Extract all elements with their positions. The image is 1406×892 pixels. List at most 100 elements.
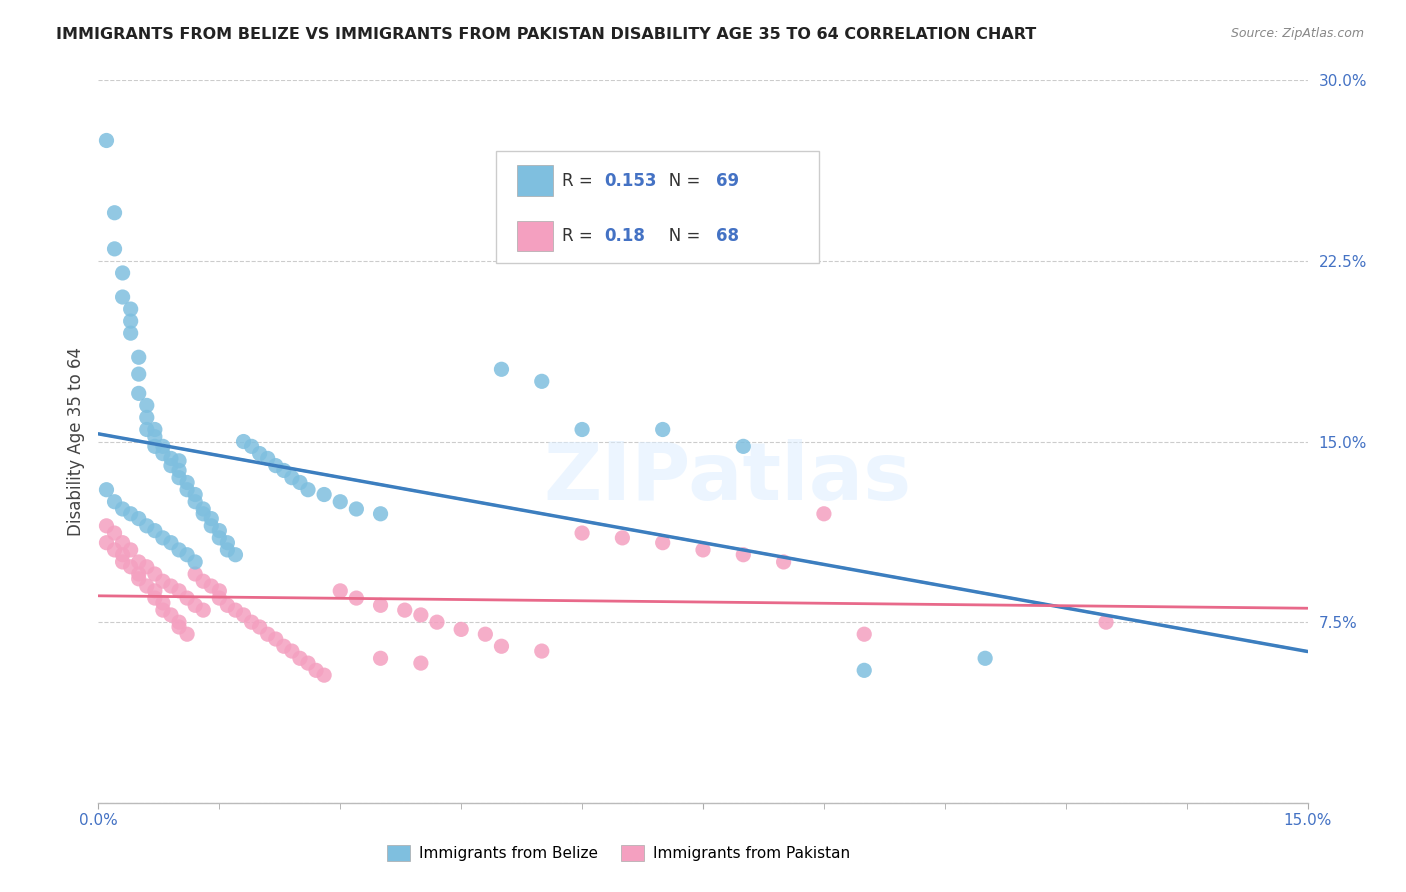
Point — [184, 494, 207, 508]
Point — [128, 567, 150, 582]
Point — [111, 266, 134, 280]
Point — [135, 518, 157, 533]
Point — [143, 567, 166, 582]
Point — [128, 555, 150, 569]
Point — [167, 454, 190, 468]
Point — [135, 579, 157, 593]
Point — [176, 591, 198, 605]
Point — [135, 559, 157, 574]
Point — [176, 483, 198, 497]
Point — [128, 367, 150, 381]
Point — [160, 458, 183, 473]
Text: IMMIGRANTS FROM BELIZE VS IMMIGRANTS FROM PAKISTAN DISABILITY AGE 35 TO 64 CORRE: IMMIGRANTS FROM BELIZE VS IMMIGRANTS FRO… — [56, 27, 1036, 42]
Point — [143, 422, 166, 436]
Point — [152, 596, 174, 610]
Text: N =: N = — [652, 227, 706, 244]
Point — [288, 651, 311, 665]
Point — [370, 651, 392, 665]
Point — [281, 644, 304, 658]
Point — [193, 574, 215, 589]
Point — [232, 434, 254, 449]
Point — [152, 531, 174, 545]
Point — [152, 574, 174, 589]
Point — [409, 656, 432, 670]
Point — [176, 627, 198, 641]
Point — [193, 507, 215, 521]
Point — [491, 639, 513, 653]
Point — [193, 502, 215, 516]
Point — [394, 603, 416, 617]
Point — [240, 439, 263, 453]
Point — [160, 451, 183, 466]
Text: R =: R = — [562, 227, 598, 244]
Point — [103, 494, 125, 508]
Point — [344, 502, 367, 516]
Point — [450, 623, 472, 637]
Point — [217, 599, 239, 613]
Point — [160, 535, 183, 549]
Point — [120, 314, 142, 328]
Text: Source: ZipAtlas.com: Source: ZipAtlas.com — [1230, 27, 1364, 40]
Point — [208, 524, 231, 538]
Point — [103, 242, 125, 256]
Legend: Immigrants from Belize, Immigrants from Pakistan: Immigrants from Belize, Immigrants from … — [381, 839, 856, 867]
Text: R =: R = — [562, 171, 598, 189]
Point — [128, 572, 150, 586]
Point — [329, 583, 352, 598]
Point — [297, 656, 319, 670]
Point — [160, 607, 183, 622]
Point — [111, 535, 134, 549]
Point — [167, 620, 190, 634]
Point — [651, 422, 673, 436]
Point — [974, 651, 997, 665]
Point — [167, 615, 190, 630]
Point — [772, 555, 794, 569]
Point — [96, 133, 118, 147]
Point — [200, 579, 222, 593]
Point — [530, 374, 553, 388]
Point — [224, 603, 246, 617]
Point — [143, 524, 166, 538]
Point — [120, 301, 142, 317]
Point — [184, 567, 207, 582]
Point — [120, 326, 142, 340]
Point — [217, 542, 239, 557]
Point — [571, 422, 593, 436]
Point — [530, 644, 553, 658]
Point — [167, 542, 190, 557]
Point — [103, 526, 125, 541]
Point — [733, 548, 755, 562]
Point — [143, 430, 166, 444]
Point — [370, 507, 392, 521]
Point — [135, 422, 157, 436]
Text: 0.18: 0.18 — [605, 227, 645, 244]
Point — [111, 290, 134, 304]
Text: 68: 68 — [717, 227, 740, 244]
Point — [200, 511, 222, 525]
Point — [370, 599, 392, 613]
Point — [184, 487, 207, 501]
Point — [256, 627, 278, 641]
Point — [297, 483, 319, 497]
Point — [692, 542, 714, 557]
Y-axis label: Disability Age 35 to 64: Disability Age 35 to 64 — [66, 347, 84, 536]
Point — [143, 591, 166, 605]
Point — [120, 542, 142, 557]
Point — [111, 548, 134, 562]
Point — [651, 535, 673, 549]
Point — [184, 555, 207, 569]
Point — [152, 446, 174, 460]
Point — [208, 591, 231, 605]
Point — [264, 632, 287, 646]
Point — [1095, 615, 1118, 630]
Text: 0.153: 0.153 — [605, 171, 657, 189]
Point — [96, 535, 118, 549]
Point — [273, 639, 295, 653]
Point — [167, 470, 190, 484]
Point — [281, 470, 304, 484]
Point — [344, 591, 367, 605]
Point — [314, 668, 336, 682]
Point — [176, 475, 198, 490]
Point — [217, 535, 239, 549]
Point — [111, 555, 134, 569]
